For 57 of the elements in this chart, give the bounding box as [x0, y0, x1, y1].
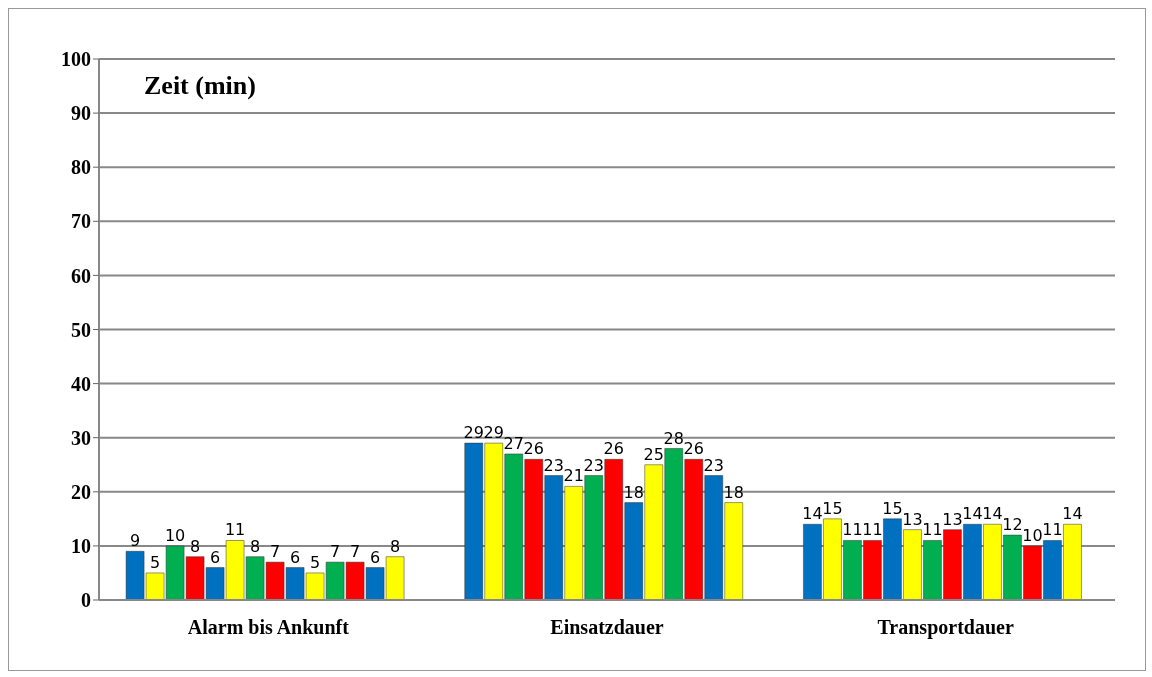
data-label: 18 — [723, 482, 744, 502]
data-label: 5 — [310, 552, 321, 572]
data-label: 6 — [210, 547, 221, 567]
y-tick-label: 50 — [71, 318, 91, 341]
data-label: 29 — [463, 423, 484, 443]
data-label: 8 — [250, 536, 261, 556]
data-label: 9 — [130, 531, 141, 551]
x-tick-label: Alarm bis Ankunft — [187, 616, 350, 639]
data-label: 10 — [1022, 525, 1043, 545]
data-label: 14 — [982, 504, 1003, 524]
y-tick-label: 100 — [61, 48, 91, 71]
y-tick-label: 30 — [71, 426, 91, 449]
data-label: 7 — [270, 542, 281, 562]
data-label: 23 — [583, 455, 604, 475]
data-label: 7 — [350, 542, 361, 562]
data-label: 11 — [842, 520, 863, 540]
data-label: 6 — [290, 547, 301, 567]
y-tick-label: 20 — [71, 480, 91, 503]
data-label: 14 — [962, 504, 983, 524]
data-label: 13 — [942, 509, 963, 529]
data-label: 26 — [523, 439, 544, 459]
data-label: 26 — [683, 439, 704, 459]
data-label: 7 — [330, 542, 341, 562]
data-label: 28 — [663, 428, 684, 448]
x-tick-label: Transportdauer — [877, 616, 1014, 640]
y-tick-label: 60 — [71, 264, 91, 287]
data-label: 18 — [623, 482, 644, 502]
y-tick-label: 0 — [81, 589, 91, 612]
data-label: 23 — [703, 455, 724, 475]
data-label: 26 — [603, 439, 624, 459]
y-tick-label: 70 — [71, 210, 91, 233]
data-label: 27 — [503, 433, 524, 453]
data-label: 6 — [370, 547, 381, 567]
data-label: 8 — [390, 536, 401, 556]
data-label: 11 — [862, 520, 883, 540]
data-label: 13 — [902, 509, 923, 529]
data-label: 23 — [543, 455, 564, 475]
data-label: 21 — [563, 466, 584, 486]
x-tick-label: Einsatzdauer — [550, 616, 664, 639]
data-label: 12 — [1002, 515, 1023, 535]
data-label: 11 — [224, 520, 246, 540]
y-tick-label: 90 — [71, 102, 91, 125]
data-label: 15 — [882, 498, 903, 518]
y-tick-label: 40 — [71, 372, 91, 395]
data-label: 8 — [190, 536, 201, 556]
data-label: 15 — [822, 498, 843, 518]
y-tick-label: 80 — [71, 156, 91, 179]
y-axis-title: Zeit (min) — [144, 71, 256, 101]
data-label: 11 — [1042, 520, 1063, 540]
data-label: 29 — [483, 423, 504, 443]
data-label: 5 — [150, 552, 161, 572]
data-label: 25 — [643, 444, 664, 464]
data-label: 10 — [164, 525, 186, 545]
data-label: 14 — [802, 504, 823, 524]
data-label: 11 — [922, 520, 943, 540]
data-label: 14 — [1062, 504, 1083, 524]
y-tick-label: 10 — [71, 535, 91, 557]
